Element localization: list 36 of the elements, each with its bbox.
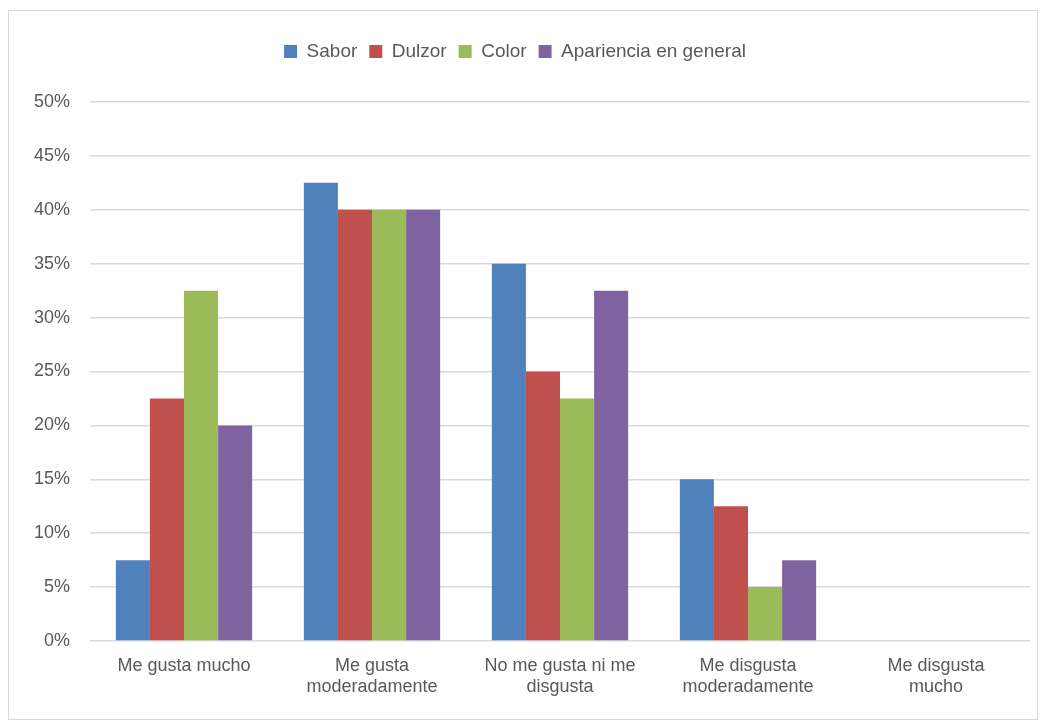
x-tick-label: Me disgusta moderadamente [682,654,814,697]
y-tick-label: 5% [43,576,70,597]
bar [337,209,372,641]
bar [560,398,595,641]
y-tick-label: 25% [33,360,70,381]
y-tick-label: 50% [33,90,70,111]
bar [782,560,817,641]
legend-label: Dulzor [391,39,448,61]
y-tick-label: 20% [33,414,70,435]
legend-label: Sabor [306,39,358,61]
bar [525,371,560,641]
y-tick-label: 0% [43,629,70,650]
y-tick-label: 40% [33,198,70,219]
x-tick-label: Me disgusta mucho [887,654,986,697]
legend-label: Color [481,39,528,61]
bar [303,182,338,641]
bar [491,263,526,641]
bar [372,209,407,641]
legend-label: Apariencia en general [561,39,746,61]
bar [679,479,714,641]
y-tick-label: 45% [33,144,70,165]
bar [218,425,253,641]
y-tick-label: 15% [33,468,70,489]
bar [594,290,629,641]
x-tick-label: Me gusta moderadamente [306,654,438,697]
bar [406,209,441,641]
x-tick-label: Me gusta mucho [117,654,251,675]
bar [115,560,150,641]
bar [184,290,219,641]
y-tick-label: 10% [33,522,70,543]
x-tick-label: No me gusta ni me disgusta [484,654,636,697]
y-tick-label: 30% [33,306,70,327]
bar [748,587,783,641]
bar [713,506,748,641]
bar [149,398,184,641]
y-tick-label: 35% [33,252,70,273]
